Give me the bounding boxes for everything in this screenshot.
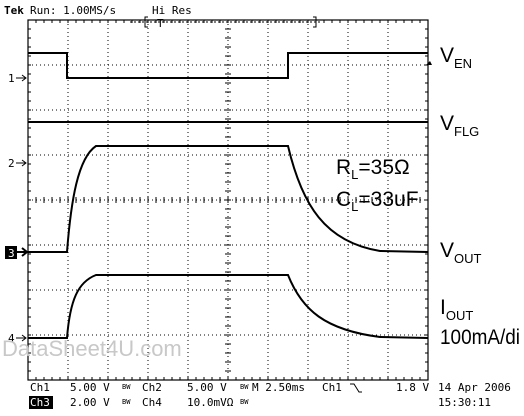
footer-text: 5.00 V (187, 381, 227, 394)
bw-flag: BW (122, 383, 131, 391)
mode: Hi Res (152, 4, 192, 17)
label-main: V (440, 112, 454, 135)
label-sub: EN (454, 56, 472, 71)
bw-flag: BW (122, 398, 131, 406)
ch-marker: 3 (8, 247, 15, 260)
footer-text: Ch4 (142, 396, 162, 409)
marker-box (5, 246, 17, 259)
footer-text: 1.8 V (396, 381, 429, 394)
graticule (27, 19, 429, 381)
trigger-marker: T (157, 17, 164, 30)
status: Run: 1.00MS/s (30, 4, 116, 17)
ch-marker: 4 (8, 332, 15, 345)
label-sub: OUT (454, 251, 482, 266)
ch-marker: 2 (8, 157, 15, 170)
label-main: R (336, 156, 351, 179)
footer-text: Ch1 (30, 381, 50, 394)
brand: Tek (4, 4, 24, 17)
footer-text: Ch2 (142, 381, 162, 394)
watermark: DataSheet4U.com (2, 336, 182, 361)
footer-text: Ch3 (30, 396, 50, 409)
iout-trace (28, 274, 429, 339)
ch-marker: 1 (8, 72, 15, 85)
footer-text: 2.00 V (70, 396, 110, 409)
date: 14 Apr 2006 (438, 381, 511, 394)
label-main: V (440, 44, 454, 67)
footer: Ch1 5.00 V BW Ch2 5.00 V BW M 2.50ms Ch1 1.8 VCh… (29, 381, 429, 409)
footer-text: 5.00 V (70, 381, 110, 394)
label-main: V (440, 239, 454, 262)
footer-text: M 2.50ms (252, 381, 305, 394)
time: 15:30:11 (438, 396, 491, 409)
slope-icon (350, 383, 362, 393)
label-sub: FLG (454, 124, 479, 139)
trigger-level (426, 61, 432, 65)
bw-flag: BW (240, 383, 249, 391)
bw-flag: BW (240, 398, 249, 406)
footer-text: Ch1 (322, 381, 342, 394)
label-main: C (336, 188, 351, 211)
label-rest: =35Ω (358, 156, 409, 179)
label-cl: CL=33uF (336, 188, 419, 214)
vout-trace (28, 145, 429, 253)
label-vout: VOUT (440, 239, 482, 266)
footer-text: 10.0mVΩ (187, 396, 234, 409)
marker-arrow (16, 159, 27, 167)
label-sub: L (351, 199, 358, 214)
label-rest: =33uF (358, 188, 418, 211)
label-iout: IOUT (440, 296, 473, 323)
label-vflg: VFLG (440, 112, 479, 139)
label-sub: OUT (446, 308, 474, 323)
label-sub: L (351, 167, 358, 182)
ven-trace (28, 52, 428, 79)
marker-arrow (17, 247, 29, 257)
marker-arrow (16, 334, 27, 342)
marker-arrow (16, 74, 27, 82)
label-main: I (440, 296, 446, 319)
ch3-box (29, 396, 53, 409)
label-rl: RL=35Ω (336, 156, 410, 182)
label-ven: VEN (440, 44, 472, 71)
label-iout-scale: 100mA/di (440, 326, 520, 349)
